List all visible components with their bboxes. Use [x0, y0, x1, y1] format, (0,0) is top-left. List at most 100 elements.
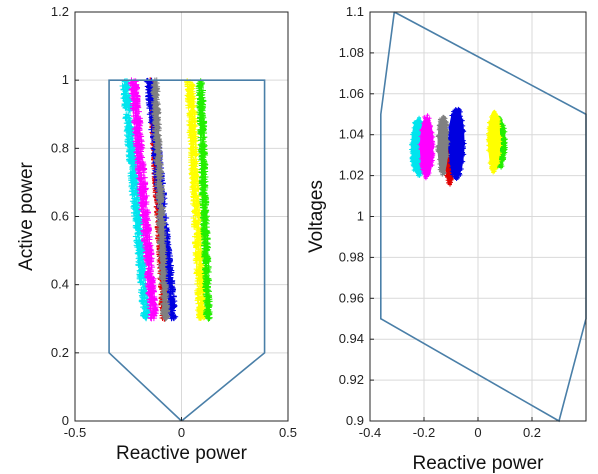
data-point	[122, 93, 129, 100]
data-point	[124, 100, 131, 107]
data-point	[147, 251, 154, 258]
x-tick-label: 0.5	[279, 425, 297, 440]
data-point	[136, 165, 143, 172]
y-tick-label: 0.92	[339, 372, 364, 387]
data-point	[134, 113, 141, 120]
data-point	[139, 196, 146, 203]
data-point	[133, 140, 140, 147]
y-tick-label: 1.08	[339, 45, 364, 60]
data-point	[136, 141, 143, 148]
x-tick-label: 0.2	[523, 425, 541, 440]
y-tick-label: 1.02	[339, 168, 364, 183]
data-point	[135, 230, 142, 237]
data-point	[134, 146, 141, 153]
data-point	[131, 183, 138, 190]
data-point	[123, 97, 130, 104]
data-point	[130, 100, 137, 107]
data-point	[133, 103, 140, 110]
y-tick-label: 0.6	[51, 209, 69, 224]
data-point	[126, 107, 133, 114]
data-point	[126, 127, 133, 134]
data-point	[149, 288, 156, 295]
data-point	[148, 279, 155, 286]
y-tick-label: 1	[62, 72, 69, 87]
data-point	[142, 244, 149, 251]
y-tick-label: 1.04	[339, 127, 364, 142]
data-point	[142, 301, 149, 308]
data-point	[136, 175, 143, 182]
data-point	[125, 136, 132, 143]
data-point	[124, 141, 131, 148]
data-point	[125, 126, 132, 133]
data-point	[123, 78, 130, 85]
y-tick-label: 1.2	[51, 4, 69, 19]
data-point	[143, 248, 150, 255]
data-point	[138, 267, 145, 274]
y-tick-label: 0.8	[51, 140, 69, 155]
data-point	[140, 201, 147, 208]
data-point	[151, 293, 158, 300]
data-point	[133, 99, 140, 106]
data-point	[149, 303, 156, 310]
data-point	[137, 226, 144, 233]
data-point	[148, 264, 155, 271]
y-tick-label: 0.94	[339, 331, 364, 346]
data-point	[148, 315, 155, 322]
data-point	[131, 191, 138, 198]
data-point	[140, 174, 147, 181]
data-point	[143, 199, 150, 206]
y-tick-label: 1.06	[339, 86, 364, 101]
y-tick-label: 0	[62, 413, 69, 428]
data-point	[144, 225, 151, 232]
data-point	[131, 89, 138, 96]
data-point	[137, 150, 144, 157]
data-point	[144, 273, 151, 280]
data-point	[142, 211, 149, 218]
data-point	[145, 262, 152, 269]
data-point	[132, 83, 139, 90]
data-point	[137, 136, 144, 143]
data-point	[133, 205, 140, 212]
data-point	[136, 254, 143, 261]
data-point	[138, 190, 145, 197]
data-point	[130, 107, 137, 114]
data-point	[123, 111, 130, 118]
data-point	[144, 308, 151, 315]
data-point	[137, 218, 144, 225]
data-point	[142, 185, 149, 192]
data-point	[137, 185, 144, 192]
data-point	[151, 312, 158, 319]
data-point	[139, 164, 146, 171]
data-point	[133, 149, 140, 156]
data-point	[134, 95, 141, 102]
y-tick-label: 0.2	[51, 345, 69, 360]
data-point	[137, 250, 144, 257]
data-point	[128, 86, 135, 93]
data-point	[152, 304, 159, 311]
data-point	[125, 142, 132, 149]
data-point	[136, 118, 143, 125]
y-tick-label: 0.98	[339, 249, 364, 264]
data-point	[143, 313, 150, 320]
y-tick-label: 0.4	[51, 277, 69, 292]
data-point	[134, 244, 141, 251]
data-point	[139, 203, 146, 210]
data-point	[125, 84, 132, 91]
data-point	[130, 167, 137, 174]
data-point	[140, 169, 147, 176]
data-point	[127, 156, 134, 163]
data-point	[140, 261, 147, 268]
data-point	[134, 118, 141, 125]
data-point	[148, 277, 155, 284]
data-point	[138, 154, 145, 161]
data-point	[146, 289, 153, 296]
data-point	[135, 261, 142, 268]
data-point	[134, 129, 141, 136]
data-series	[127, 77, 159, 322]
data-point	[134, 231, 141, 238]
y-axis-label: Active power	[16, 161, 37, 270]
y-tick-label: 1	[357, 209, 364, 224]
data-point	[125, 92, 132, 99]
data-point	[129, 179, 136, 186]
